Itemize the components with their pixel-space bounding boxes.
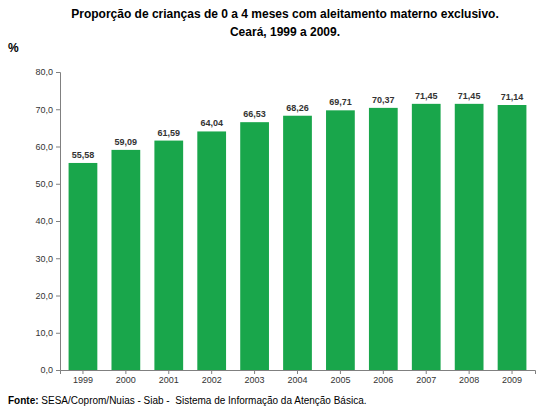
y-axis-label: %: [8, 41, 19, 55]
y-tick: 40,0: [35, 216, 60, 226]
y-axis-line: [56, 73, 61, 371]
bar: [197, 131, 226, 370]
y-tick: 20,0: [35, 291, 60, 301]
x-tick-mark: [125, 370, 126, 374]
x-tick-mark: [254, 370, 255, 374]
data-label: 61,59: [158, 128, 181, 138]
x-tick-mark: [211, 370, 212, 374]
y-tick-mark: [56, 258, 60, 259]
bar: [455, 104, 484, 370]
title: Proporção de crianças de 0 a 4 meses com…: [71, 7, 499, 21]
x-tick-label: 2009: [502, 375, 522, 385]
y-tick-mark: [56, 72, 60, 73]
y-tick-mark: [56, 109, 60, 110]
data-label: 64,04: [200, 118, 223, 128]
y-tick: 60,0: [35, 142, 60, 152]
y-tick-label: 0,0: [40, 365, 53, 375]
bar: [326, 110, 355, 370]
y-tick-label: 50,0: [35, 179, 53, 189]
bar: [240, 122, 269, 370]
x-tick-mark: [82, 370, 83, 374]
x-tick: 1999: [73, 370, 93, 385]
x-tick: 2008: [459, 370, 479, 385]
y-tick-mark: [56, 333, 60, 334]
data-label: 55,58: [72, 150, 95, 160]
y-tick-label: 30,0: [35, 254, 53, 264]
x-tick: 2003: [245, 370, 265, 385]
y-tick-label: 70,0: [35, 105, 53, 115]
y-tick-mark: [56, 147, 60, 148]
x-tick-label: 2007: [416, 375, 436, 385]
y-tick: 30,0: [35, 254, 60, 264]
x-tick-label: 2006: [373, 375, 393, 385]
source-text: SESA/Coprom/Nuias - Siab - Sistema de In…: [39, 395, 367, 406]
data-label: 59,09: [115, 137, 138, 147]
bar: [369, 108, 398, 370]
y-tick-label: 80,0: [35, 67, 53, 77]
source-label: Fonte:: [8, 395, 39, 406]
x-tick-label: 2005: [330, 375, 350, 385]
x-tick-label: 1999: [73, 375, 93, 385]
data-label: 71,14: [501, 92, 524, 102]
x-tick-label: 2008: [459, 375, 479, 385]
y-tick-label: 10,0: [35, 328, 53, 338]
bar: [111, 150, 140, 370]
x-tick-mark: [340, 370, 341, 374]
y-tick-label: 60,0: [35, 142, 53, 152]
x-tick-label: 2000: [116, 375, 136, 385]
data-label: 71,45: [458, 91, 481, 101]
x-tick-mark: [512, 370, 513, 374]
x-tick: 2000: [116, 370, 136, 385]
plot: 55,58 59,09 61,59 64,04 66,53 68,26 69,71 70,37…: [35, 67, 535, 385]
data-label: 68,26: [286, 103, 309, 113]
y-tick-mark: [56, 296, 60, 297]
y-tick-mark: [56, 370, 60, 371]
x-tick: 2009: [502, 370, 522, 385]
x-axis-line: [61, 371, 536, 375]
x-tick: 2002: [202, 370, 222, 385]
y-axis: 0,0 10,0 20,0 30,0 40,0 50,0 60,0 70,0 80,0: [35, 67, 60, 375]
chart: Proporção de crianças de 0 a 4 meses com…: [0, 0, 550, 410]
y-tick: 0,0: [40, 365, 60, 375]
bar: [412, 104, 441, 370]
subtitle: Ceará, 1999 a 2009.: [230, 25, 340, 39]
x-tick: 2005: [330, 370, 350, 385]
x-tick-label: 2001: [159, 375, 179, 385]
y-tick-mark: [56, 184, 60, 185]
y-tick: 70,0: [35, 105, 60, 115]
bar: [69, 163, 98, 370]
y-tick: 80,0: [35, 67, 60, 77]
x-tick-label: 2004: [287, 375, 307, 385]
x-tick-label: 2003: [245, 375, 265, 385]
x-tick-mark: [297, 370, 298, 374]
data-label: 70,37: [372, 95, 395, 105]
x-axis: 1999 2000 2001 2002 2003 2004 2005 2006 2007 2008…: [61, 370, 536, 385]
x-tick: 2007: [416, 370, 436, 385]
x-tick: 2006: [373, 370, 393, 385]
source: Fonte: SESA/Coprom/Nuias - Siab - Sistem…: [8, 395, 366, 406]
x-tick-mark: [168, 370, 169, 374]
y-tick-label: 20,0: [35, 291, 53, 301]
bar: [154, 141, 183, 370]
bars: [69, 104, 527, 370]
bar: [498, 105, 527, 370]
y-tick: 10,0: [35, 328, 60, 338]
data-label: 66,53: [243, 109, 266, 119]
x-tick: 2004: [287, 370, 307, 385]
y-tick: 50,0: [35, 179, 60, 189]
bar: [283, 116, 312, 370]
data-label: 69,71: [329, 97, 352, 107]
x-tick-label: 2002: [202, 375, 222, 385]
x-tick: 2001: [159, 370, 179, 385]
data-labels: 55,58 59,09 61,59 64,04 66,53 68,26 69,71 70,37…: [72, 91, 524, 160]
x-tick-mark: [426, 370, 427, 374]
y-tick-label: 40,0: [35, 216, 53, 226]
y-tick-mark: [56, 221, 60, 222]
data-label: 71,45: [415, 91, 438, 101]
x-tick-mark: [469, 370, 470, 374]
x-tick-mark: [383, 370, 384, 374]
